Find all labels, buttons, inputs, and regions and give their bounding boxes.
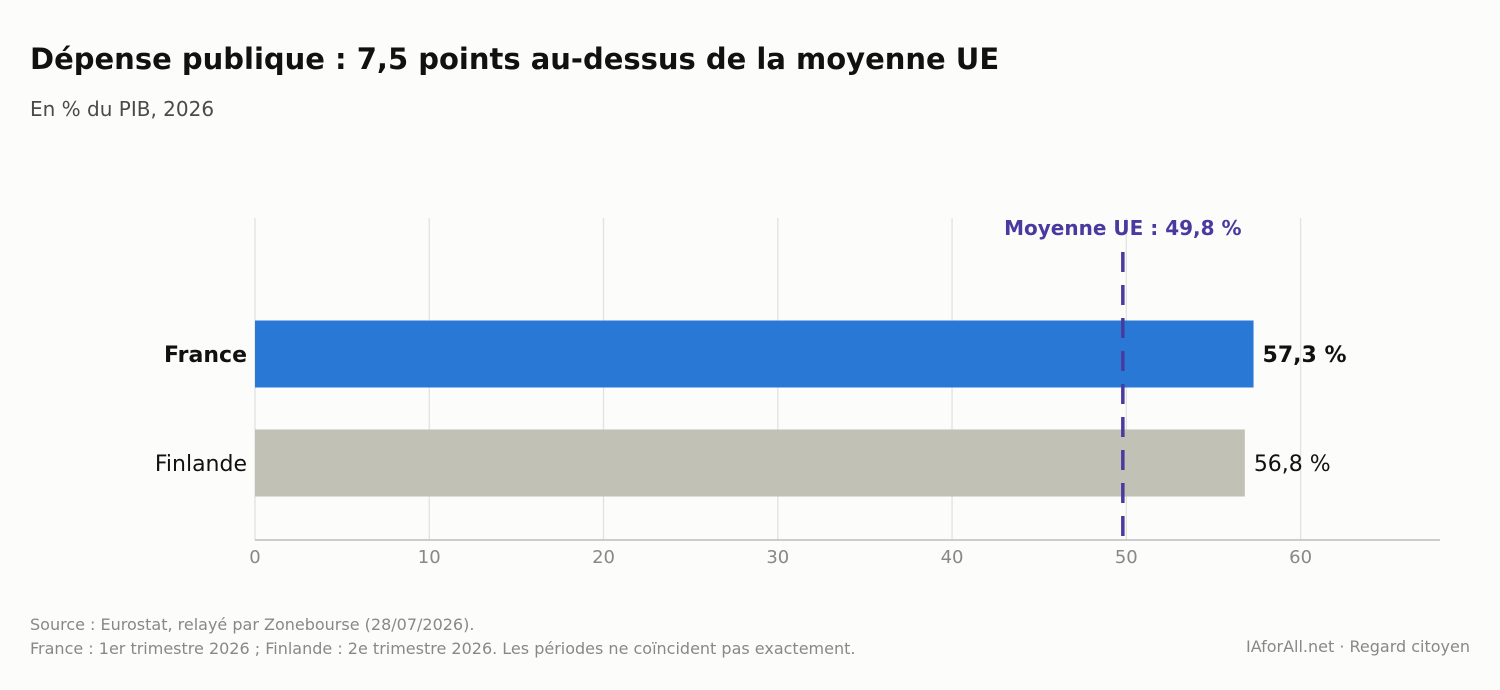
period-note: France : 1er trimestre 2026 ; Finlande :… (30, 639, 856, 658)
x-tick-label-20: 20 (592, 547, 615, 568)
x-tick-label-60: 60 (1289, 547, 1312, 568)
bar-france (255, 320, 1254, 388)
value-label-finlande: 56,8 % (1254, 452, 1331, 477)
x-tick-label-30: 30 (766, 547, 789, 568)
bar-finlande (255, 429, 1245, 497)
x-tick-label-50: 50 (1115, 547, 1138, 568)
credit-text: IAforAll.net · Regard citoyen (1245, 637, 1470, 656)
x-tick-label-0: 0 (249, 547, 260, 568)
category-label-finlande: Finlande (155, 452, 247, 477)
footer-notes: Source : Eurostat, relayé par Zonebourse… (30, 613, 855, 661)
chart-subtitle: En % du PIB, 2026 (30, 97, 215, 121)
x-tick-label-10: 10 (418, 547, 441, 568)
category-label-france: France (164, 343, 247, 368)
x-tick-label-40: 40 (941, 547, 964, 568)
source-note: Source : Eurostat, relayé par Zonebourse… (30, 615, 475, 634)
value-label-france: 57,3 % (1263, 343, 1347, 368)
chart-title: Dépense publique : 7,5 points au-dessus … (30, 42, 1000, 76)
eu-average-label: Moyenne UE : 49,8 % (1004, 216, 1241, 240)
